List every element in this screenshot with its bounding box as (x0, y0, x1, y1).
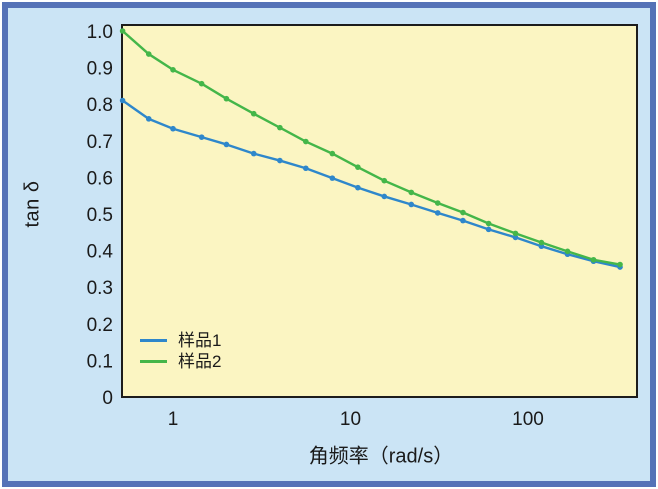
series-marker-2 (119, 28, 126, 34)
series-marker-1 (250, 150, 257, 157)
legend-item-sample1: 样品1 (140, 330, 221, 351)
series-marker-2 (170, 66, 176, 73)
series-marker-1 (408, 201, 415, 208)
y-tick-label: 0.5 (87, 205, 113, 226)
x-axis-title: 角频率（rad/s） (308, 445, 454, 468)
series-marker-2 (512, 230, 519, 237)
series-marker-1 (223, 141, 230, 148)
series-marker-1 (119, 97, 126, 104)
series-marker-2 (617, 261, 623, 268)
legend-label-sample2: 样品2 (178, 352, 222, 371)
series-marker-2 (434, 200, 441, 206)
series-marker-2 (329, 150, 336, 157)
y-axis-title: tan δ (21, 180, 44, 228)
y-tick-label: 0.6 (87, 168, 113, 189)
series-line-2 (121, 30, 621, 266)
series-marker-1 (170, 125, 176, 132)
series-marker-1 (355, 184, 361, 191)
legend-line-sample1 (140, 339, 167, 342)
series-marker-1 (277, 157, 283, 164)
x-tick-label: 10 (340, 409, 361, 430)
series-marker-1 (198, 134, 205, 140)
series-marker-2 (590, 256, 597, 263)
series-marker-2 (198, 80, 205, 87)
series-marker-1 (512, 234, 519, 241)
series-line-1 (121, 99, 621, 269)
y-tick-label: 0.9 (87, 59, 113, 80)
y-tick-label: 1.0 (87, 22, 113, 43)
series-marker-2 (250, 110, 257, 117)
y-tick-label: 0.7 (87, 132, 113, 153)
series-marker-2 (303, 138, 309, 145)
x-tick-label: 100 (512, 409, 544, 430)
series-marker-2 (145, 51, 152, 57)
y-tick-label: 0.8 (87, 95, 113, 116)
series-marker-2 (381, 177, 388, 184)
legend: 样品1 样品2 (140, 330, 221, 372)
series-marker-2 (564, 248, 571, 255)
series-marker-1 (381, 193, 388, 200)
series-marker-1 (145, 116, 152, 122)
series-marker-2 (223, 95, 230, 102)
series-marker-1 (485, 226, 492, 233)
y-tick-label: 0 (102, 388, 113, 409)
series-marker-2 (355, 164, 361, 170)
legend-line-sample2 (140, 360, 167, 363)
legend-label-sample1: 样品1 (178, 331, 222, 350)
series-marker-2 (460, 209, 466, 216)
legend-item-sample2: 样品2 (140, 351, 221, 372)
y-tick-label: 0.2 (87, 315, 113, 336)
y-tick-label: 0.3 (87, 278, 113, 299)
series-marker-2 (277, 124, 283, 131)
y-tick-label: 0.1 (87, 351, 113, 372)
series-marker-2 (408, 189, 415, 196)
series-marker-1 (434, 210, 441, 216)
series-marker-2 (485, 220, 492, 227)
x-tick-label: 1 (168, 409, 179, 430)
series-marker-2 (538, 239, 545, 246)
series-marker-1 (303, 165, 309, 172)
series-marker-1 (329, 175, 336, 181)
series-marker-1 (460, 217, 466, 224)
y-tick-label: 0.4 (87, 242, 114, 263)
